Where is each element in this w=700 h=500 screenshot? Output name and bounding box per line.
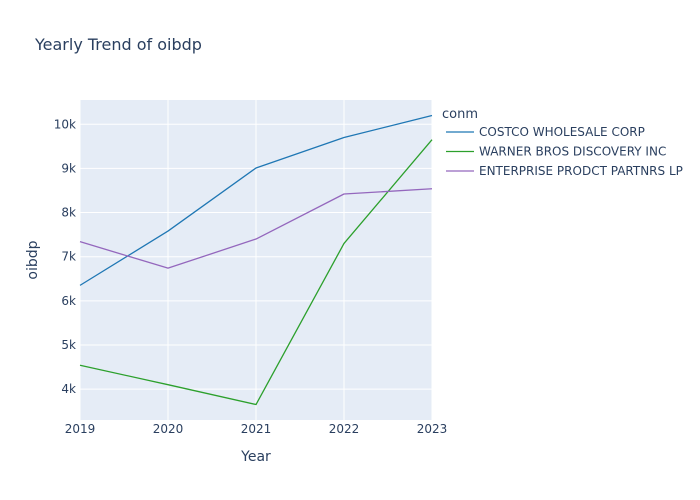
legend-label: COSTCO WHOLESALE CORP bbox=[479, 125, 645, 139]
gridlines bbox=[79, 100, 433, 420]
x-tick-label: 2021 bbox=[241, 422, 272, 436]
legend: conm COSTCO WHOLESALE CORP WARNER BROS DI… bbox=[442, 107, 683, 178]
x-tick-label: 2022 bbox=[329, 422, 360, 436]
y-tick-label: 7k bbox=[61, 250, 76, 264]
legend-label: WARNER BROS DISCOVERY INC bbox=[479, 145, 666, 159]
series-line-1 bbox=[79, 114, 433, 286]
y-tick-label: 8k bbox=[61, 206, 76, 220]
y-tick-label: 9k bbox=[61, 161, 76, 175]
y-tick-label: 4k bbox=[61, 382, 76, 396]
y-tick-label: 5k bbox=[61, 338, 76, 352]
x-axis-ticks: 2019 2020 2021 2022 2023 bbox=[65, 422, 448, 436]
y-axis-title: oibdp bbox=[25, 240, 41, 279]
chart-title: Yearly Trend of oibdp bbox=[34, 35, 202, 54]
legend-title: conm bbox=[442, 107, 478, 122]
x-axis-title: Year bbox=[240, 449, 271, 465]
series-line-3 bbox=[79, 188, 433, 269]
y-tick-label: 10k bbox=[54, 117, 76, 131]
x-tick-label: 2019 bbox=[65, 422, 96, 436]
legend-label: ENTERPRISE PRODCT PARTNRS LP bbox=[479, 164, 683, 178]
series-lines bbox=[79, 114, 433, 406]
x-tick-label: 2020 bbox=[153, 422, 184, 436]
series-line-2 bbox=[79, 139, 433, 406]
x-tick-label: 2023 bbox=[417, 422, 448, 436]
y-axis-ticks: 4k 5k 6k 7k 8k 9k 10k bbox=[54, 117, 76, 396]
y-tick-label: 6k bbox=[61, 294, 76, 308]
